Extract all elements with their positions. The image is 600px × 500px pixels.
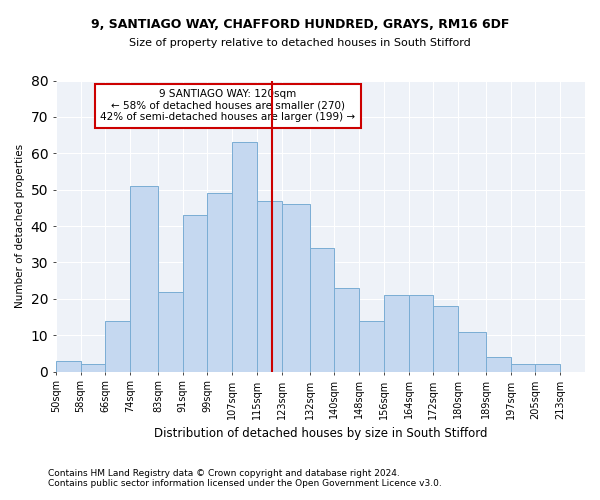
- Bar: [208, 194, 232, 372]
- Bar: [486, 357, 511, 372]
- Bar: [106, 320, 130, 372]
- Text: Contains HM Land Registry data © Crown copyright and database right 2024.: Contains HM Land Registry data © Crown c…: [48, 468, 400, 477]
- Bar: [80, 364, 106, 372]
- Text: Contains public sector information licensed under the Open Government Licence v3: Contains public sector information licen…: [48, 478, 442, 488]
- Bar: [359, 320, 384, 372]
- Text: 9, SANTIAGO WAY, CHAFFORD HUNDRED, GRAYS, RM16 6DF: 9, SANTIAGO WAY, CHAFFORD HUNDRED, GRAYS…: [91, 18, 509, 30]
- Bar: [458, 332, 486, 372]
- Bar: [535, 364, 560, 372]
- Bar: [257, 200, 282, 372]
- Bar: [130, 186, 158, 372]
- Y-axis label: Number of detached properties: Number of detached properties: [15, 144, 25, 308]
- X-axis label: Distribution of detached houses by size in South Stifford: Distribution of detached houses by size …: [154, 427, 487, 440]
- Bar: [511, 364, 535, 372]
- Bar: [433, 306, 458, 372]
- Bar: [409, 295, 433, 372]
- Text: 9 SANTIAGO WAY: 120sqm
← 58% of detached houses are smaller (270)
42% of semi-de: 9 SANTIAGO WAY: 120sqm ← 58% of detached…: [100, 89, 355, 122]
- Bar: [182, 215, 208, 372]
- Bar: [56, 360, 80, 372]
- Bar: [158, 292, 182, 372]
- Bar: [282, 204, 310, 372]
- Bar: [384, 295, 409, 372]
- Bar: [334, 288, 359, 372]
- Bar: [310, 248, 334, 372]
- Bar: [232, 142, 257, 372]
- Text: Size of property relative to detached houses in South Stifford: Size of property relative to detached ho…: [129, 38, 471, 48]
